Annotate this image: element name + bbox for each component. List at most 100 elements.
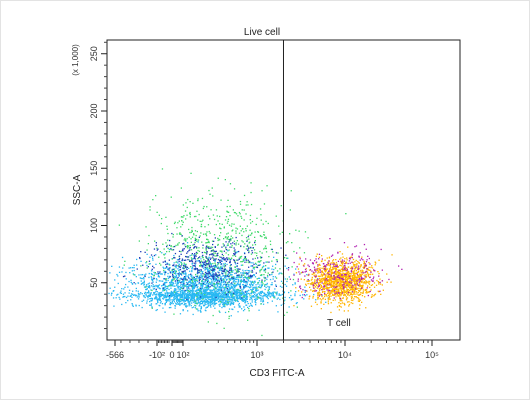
scatter-point [172,233,174,236]
scatter-point [244,294,246,297]
scatter-point [219,294,222,296]
scatter-point [302,294,304,296]
scatter-point [170,196,172,198]
scatter-point [148,294,150,296]
scatter-point [206,238,208,240]
scatter-point [224,286,226,288]
scatter-point [318,291,320,293]
scatter-point [168,307,171,309]
scatter-point [230,315,232,317]
scatter-point [248,276,250,278]
scatter-point [255,284,257,286]
scatter-point [160,264,162,266]
scatter-point [239,276,241,278]
scatter-point [143,278,145,280]
scatter-point [361,269,363,271]
scatter-point [167,279,169,282]
scatter-point [185,290,187,292]
scatter-point [213,270,215,272]
scatter-point [228,295,230,298]
scatter-point [146,295,149,298]
scatter-point [204,261,206,263]
scatter-point [240,261,242,263]
scatter-point [161,293,163,295]
scatter-point [178,220,180,222]
scatter-point [369,286,371,289]
scatter-point [247,248,249,250]
scatter-point [116,294,118,296]
scatter-point [322,290,324,293]
scatter-point [198,269,200,271]
scatter-point [185,306,187,308]
scatter-point [351,290,354,292]
scatter-point [283,314,286,316]
scatter-point [186,288,188,290]
scatter-point [142,274,144,276]
scatter-point [294,293,296,295]
scatter-point [219,250,221,252]
scatter-point [367,268,369,270]
scatter-point [316,278,318,281]
scatter-point [197,300,200,302]
scatter-point [360,271,362,273]
scatter-point [185,279,187,281]
scatter-point [289,209,291,211]
scatter-point [138,296,140,298]
scatter-point [200,306,203,308]
scatter-point [148,284,150,287]
scatter-point [338,293,341,296]
scatter-point [341,300,343,302]
scatter-point [166,287,169,290]
scatter-point [339,280,342,282]
scatter-point [192,301,195,303]
scatter-point [222,285,224,287]
scatter-point [198,236,200,238]
scatter-point [340,306,342,308]
scatter-point [148,292,150,294]
scatter-point [323,287,325,289]
scatter-point [187,296,189,298]
scatter-point [202,298,204,300]
scatter-point [211,284,213,286]
scatter-point [206,260,208,262]
scatter-point [237,300,239,303]
scatter-point [346,272,348,274]
scatter-point [271,272,273,274]
scatter-point [205,275,207,278]
scatter-point [236,289,238,291]
scatter-point [280,304,282,306]
scatter-point [214,307,216,309]
scatter-point [204,287,206,289]
scatter-point [333,284,335,286]
scatter-point [369,269,371,271]
scatter-point [337,281,339,283]
scatter-point [165,299,167,301]
scatter-point [214,277,216,279]
scatter-point [185,285,187,287]
scatter-point [224,259,226,261]
scatter-point [231,223,233,225]
scatter-point [228,275,230,278]
scatter-point [322,298,324,300]
scatter-point [327,303,330,305]
scatter-point [216,215,218,217]
scatter-point [209,261,211,263]
scatter-point [221,286,223,288]
scatter-point [235,236,237,239]
scatter-point [278,225,280,227]
scatter-point [244,281,246,283]
scatter-point [280,280,283,282]
scatter-point [154,240,156,242]
scatter-point [222,255,224,257]
scatter-point [363,260,365,262]
scatter-point [194,278,196,280]
scatter-point [261,279,263,281]
scatter-point [171,292,173,294]
scatter-point [254,290,257,292]
scatter-point [259,296,261,299]
scatter-point [345,286,347,288]
scatter-point [320,286,322,288]
scatter-point [375,284,378,286]
scatter-point [198,302,200,304]
scatter-point [213,250,215,252]
